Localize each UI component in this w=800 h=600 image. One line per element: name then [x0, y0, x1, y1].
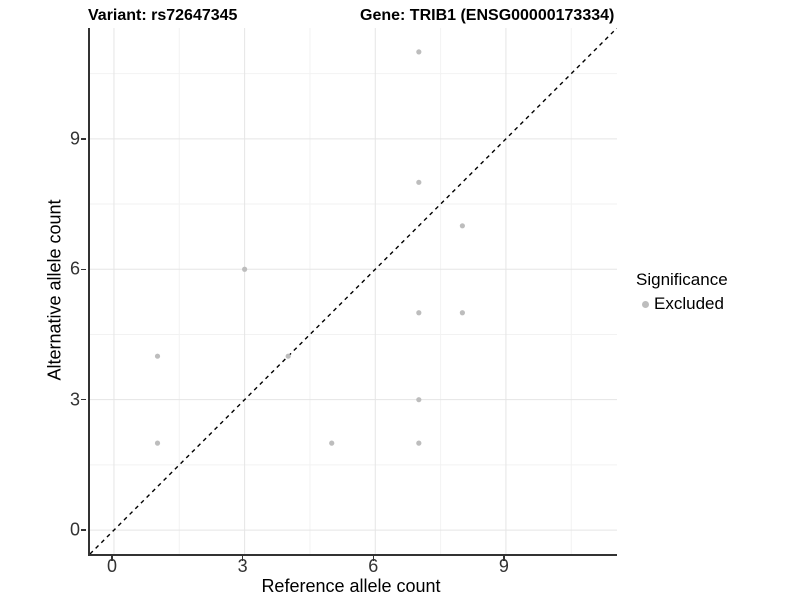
data-point — [416, 310, 422, 316]
x-axis-title: Reference allele count — [261, 576, 441, 596]
data-point — [416, 440, 422, 446]
variant-title: Variant: rs72647345 — [88, 7, 238, 24]
y-tick-mark — [81, 529, 86, 531]
legend-key — [636, 295, 654, 313]
y-tick-label: 3 — [69, 389, 80, 410]
data-point — [459, 310, 465, 316]
y-tick-label: 6 — [69, 258, 80, 279]
plot-canvas — [90, 28, 617, 554]
x-tick-label: 3 — [237, 556, 248, 576]
legend-title: Significance — [636, 270, 728, 289]
y-axis-title: Alternative allele count — [44, 199, 65, 381]
y-tick-mark — [81, 398, 86, 401]
data-point — [242, 266, 248, 272]
excluded-point-icon — [641, 300, 649, 308]
legend-entry-label: Excluded — [654, 294, 724, 313]
x-tick-label: 0 — [106, 556, 117, 576]
legend-entry-excluded: Excluded — [636, 294, 728, 314]
data-point — [285, 353, 291, 359]
data-point — [459, 223, 465, 229]
x-tick-mark — [372, 556, 375, 561]
y-tick-mark — [81, 268, 86, 270]
data-point — [154, 440, 161, 446]
y-tick-mark — [81, 138, 86, 140]
plot-panel — [88, 28, 617, 556]
data-point — [416, 49, 422, 55]
x-tick-label: 9 — [498, 556, 509, 576]
x-tick-mark — [111, 556, 113, 561]
x-tick-mark — [503, 556, 505, 561]
data-point — [416, 179, 422, 185]
x-tick-mark — [241, 556, 244, 561]
y-tick-label: 9 — [69, 128, 80, 149]
data-point — [329, 440, 335, 446]
x-tick-label: 6 — [368, 556, 379, 576]
legend: Significance Excluded — [636, 270, 728, 314]
data-point — [154, 353, 161, 359]
identity-dashed-line — [90, 28, 617, 554]
gene-title: Gene: TRIB1 (ENSG00000173334) — [360, 7, 615, 24]
data-point — [416, 397, 422, 403]
y-tick-label: 0 — [69, 519, 80, 540]
